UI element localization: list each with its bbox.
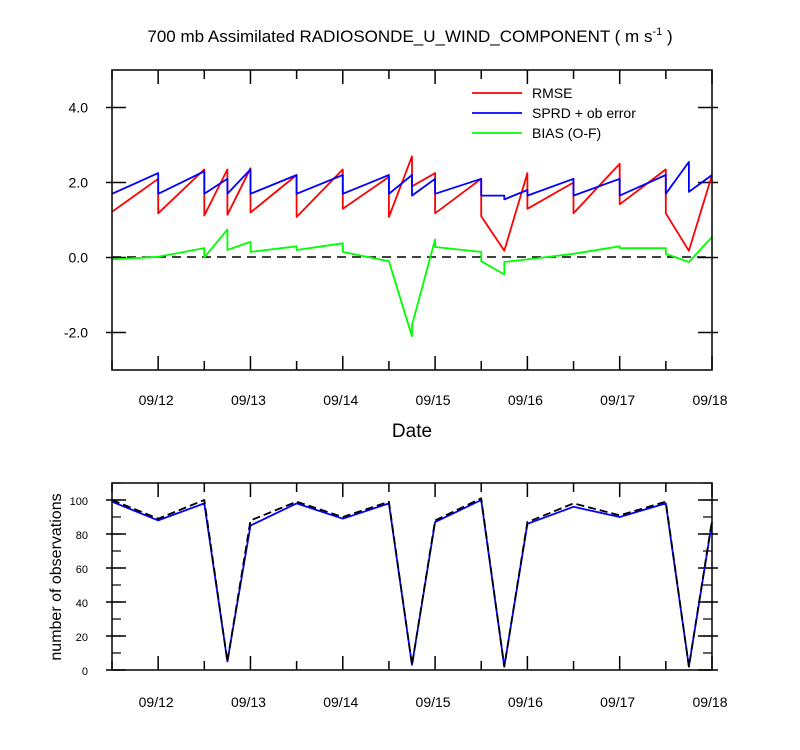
y-tick-label: 2.0	[69, 175, 89, 191]
x-tick-label: 09/16	[508, 694, 543, 710]
bottom-ticks	[106, 482, 718, 671]
bottom-y-tick-labels: 0 20 40 60 80 100	[70, 496, 88, 678]
x-tick-label: 09/12	[139, 694, 174, 710]
chart-title-superscript: -1	[652, 26, 662, 38]
x-tick-label: 09/15	[416, 694, 451, 710]
y-tick-label: 20	[76, 632, 88, 644]
x-tick-label: 09/17	[600, 694, 635, 710]
legend-label-rmse: RMSE	[532, 85, 572, 101]
x-tick-label: 09/13	[231, 694, 266, 710]
y-tick-label: 0.0	[69, 250, 89, 266]
x-tick-label: 09/17	[600, 392, 635, 408]
bottom-x-tick-labels: 09/12 09/13 09/14 09/15 09/16 09/17 09/18	[139, 694, 728, 710]
y-tick-label: 40	[76, 598, 88, 610]
bottom-y-axis-label: number of observations	[48, 493, 65, 660]
y-tick-label: 60	[76, 564, 88, 576]
legend-label-bias: BIAS (O-F)	[532, 125, 601, 141]
series-line-bias-o-f	[111, 228, 713, 338]
chart-title-main: 700 mb Assimilated RADIOSONDE_U_WIND_COM…	[147, 27, 652, 46]
series-line-possible	[111, 497, 713, 668]
x-tick-label: 09/18	[692, 392, 727, 408]
x-axis-label: Date	[392, 421, 432, 442]
top-y-tick-labels: 4.0 2.0 0.0 -2.0	[64, 100, 88, 341]
bottom-series-group	[111, 497, 713, 668]
x-tick-label: 09/16	[508, 392, 543, 408]
x-tick-label: 09/18	[692, 694, 727, 710]
x-tick-label: 09/13	[231, 392, 266, 408]
top-x-tick-labels: 09/12 09/13 09/14 09/15 09/16 09/17 09/18	[139, 392, 728, 408]
y-tick-label: 0	[82, 666, 88, 678]
series-line-rmse	[111, 155, 713, 252]
top-plot-panel: 4.02.00.0-2.0 09/12 09/13 09/14 09/15 09/16 0…	[64, 69, 728, 408]
top-series-group	[111, 155, 713, 338]
chart-title-end: )	[662, 27, 672, 46]
x-tick-label: 09/15	[416, 392, 451, 408]
legend-label-sprd: SPRD + ob error	[532, 105, 636, 121]
y-tick-label: 100	[70, 496, 88, 508]
chart-title: 700 mb Assimilated RADIOSONDE_U_WIND_COM…	[147, 26, 672, 46]
y-tick-label: 4.0	[69, 100, 89, 116]
bottom-plot-frame	[111, 482, 713, 671]
series-line-assimilated	[111, 499, 713, 668]
x-tick-label: 09/12	[139, 392, 174, 408]
series-line-sprd-ob-error	[111, 161, 713, 201]
x-tick-label: 09/14	[323, 392, 358, 408]
x-tick-label: 09/14	[323, 694, 358, 710]
legend: RMSE SPRD + ob error BIAS (O-F)	[472, 85, 636, 141]
top-plot-frame	[111, 69, 713, 371]
y-tick-label: 80	[76, 530, 88, 542]
y-tick-label: -2.0	[64, 325, 88, 341]
